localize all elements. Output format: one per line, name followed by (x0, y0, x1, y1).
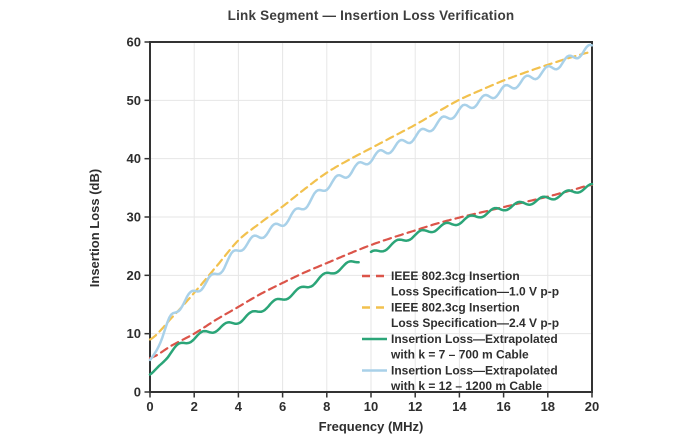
legend-label-cable_1200m-line2: with k = 12 – 1200 m Cable (390, 379, 542, 393)
y-tick-label: 60 (127, 35, 141, 50)
x-tick-label: 20 (585, 399, 599, 414)
legend-label-cable_700m-line1: Insertion Loss—Extrapolated (391, 332, 558, 346)
chart-title: Link Segment — Insertion Loss Verificati… (227, 8, 515, 23)
x-tick-label: 0 (146, 399, 153, 414)
legend-label-spec_1v0-line2: Loss Specification—1.0 V p-p (391, 285, 559, 299)
y-tick-label: 20 (127, 268, 141, 283)
y-tick-label: 0 (134, 385, 141, 400)
series-cable_1200m (148, 43, 594, 362)
x-tick-label: 2 (191, 399, 198, 414)
x-tick-label: 18 (541, 399, 555, 414)
x-tick-label: 4 (235, 399, 243, 414)
y-tick-label: 50 (127, 93, 141, 108)
y-tick-label: 40 (127, 151, 141, 166)
y-tick-label: 10 (127, 326, 141, 341)
series-cable_700m (148, 182, 594, 376)
x-tick-label: 6 (279, 399, 286, 414)
legend-label-cable_700m-line2: with k = 7 – 700 m Cable (390, 348, 529, 362)
x-tick-label: 12 (408, 399, 422, 414)
plot-frame (149, 41, 593, 393)
series-spec_1v0 (148, 183, 594, 360)
legend-label-spec_2v4-line1: IEEE 802.3cg Insertion (391, 301, 520, 315)
x-tick-label: 8 (323, 399, 330, 414)
series-spec_2v4 (148, 50, 594, 341)
x-tick-label: 14 (452, 399, 467, 414)
legend-label-cable_1200m-line1: Insertion Loss—Extrapolated (391, 364, 558, 378)
x-tick-label: 10 (364, 399, 378, 414)
legend-label-spec_2v4-line2: Loss Specification—2.4 V p-p (391, 316, 559, 330)
y-tick-label: 30 (127, 210, 141, 225)
legend-label-spec_1v0-line1: IEEE 802.3cg Insertion (391, 269, 520, 283)
x-tick-label: 16 (496, 399, 510, 414)
x-axis-label: Frequency (MHz) (318, 419, 424, 434)
